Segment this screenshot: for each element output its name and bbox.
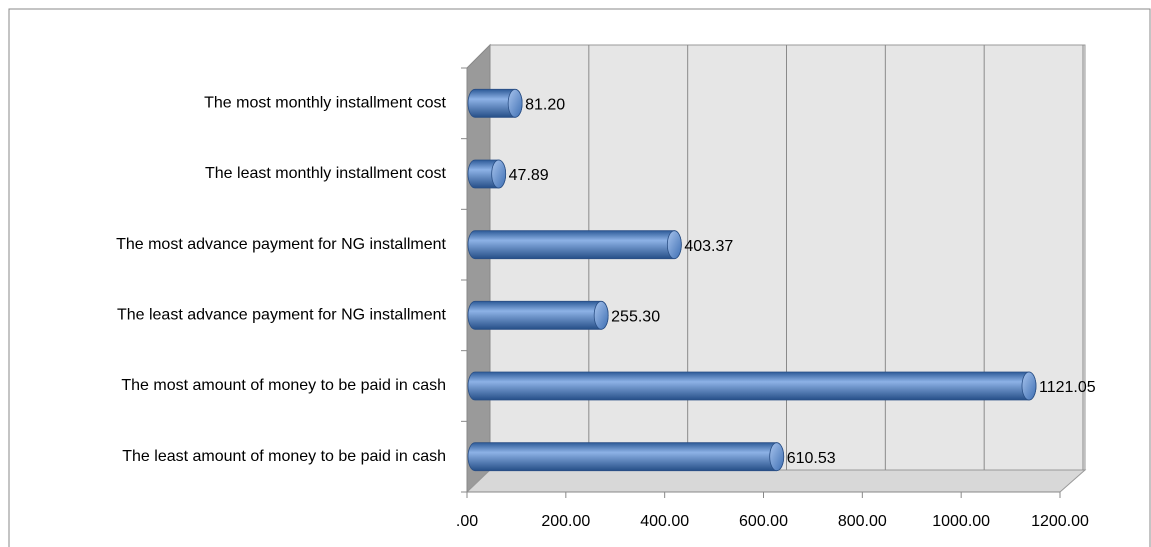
floor — [465, 469, 1087, 493]
data-label: 610.53 — [787, 450, 836, 467]
y-tick-label: The least amount of money to be paid in … — [122, 448, 446, 465]
bar-cap — [491, 159, 507, 189]
x-tick-label: 400.00 — [640, 513, 689, 530]
y-tick-label: The most monthly installment cost — [204, 95, 446, 112]
y-tick-label: The least monthly installment cost — [205, 165, 447, 182]
data-label: 47.89 — [509, 167, 549, 184]
bar — [467, 442, 785, 472]
data-label: 255.30 — [611, 309, 660, 326]
bar-cap — [769, 442, 785, 472]
chart-border — [8, 8, 1151, 547]
data-label: 403.37 — [684, 238, 733, 255]
bar — [467, 371, 1037, 401]
x-tick-label: 600.00 — [739, 513, 788, 530]
bar-cap — [1021, 371, 1037, 401]
y-tick-label: The least advance payment for NG install… — [117, 307, 447, 324]
bar — [467, 300, 609, 330]
x-tick-label: .00 — [456, 513, 478, 530]
bar-cap — [593, 300, 609, 330]
data-label: 1121.05 — [1039, 379, 1096, 396]
bar — [467, 230, 682, 260]
y-tick-label: The most advance payment for NG installm… — [116, 236, 446, 253]
bar-cap — [507, 88, 523, 118]
x-tick-label: 1200.00 — [1031, 513, 1089, 530]
x-tick-label: 200.00 — [541, 513, 590, 530]
data-label: 81.20 — [525, 97, 565, 114]
y-tick-label: The most amount of money to be paid in c… — [121, 377, 446, 394]
x-tick-label: 800.00 — [838, 513, 887, 530]
bar-cap — [666, 230, 682, 260]
x-tick-label: 1000.00 — [932, 513, 990, 530]
